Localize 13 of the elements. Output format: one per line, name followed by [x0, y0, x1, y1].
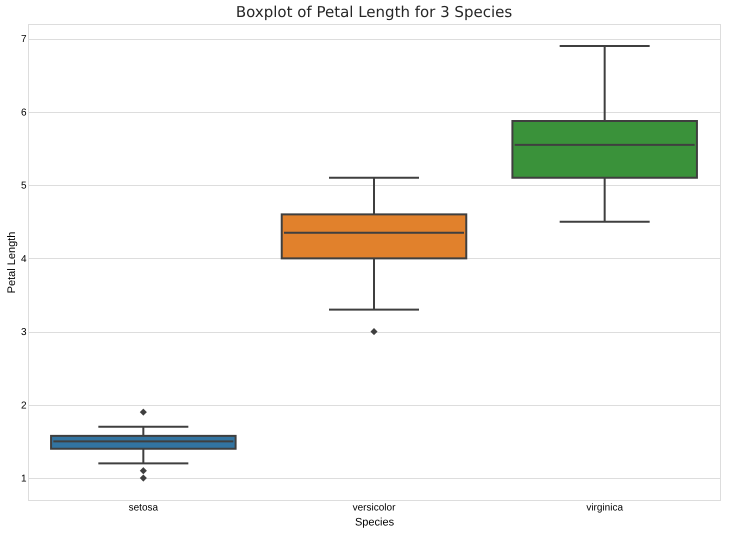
x-tick-label: setosa — [128, 502, 158, 514]
y-tick-label: 3 — [20, 327, 27, 338]
y-tick-label: 5 — [20, 180, 27, 192]
y-tick-label: 1 — [20, 474, 27, 485]
y-axis-title: Petal Length — [6, 232, 18, 294]
y-tick-label: 4 — [20, 254, 27, 265]
x-tick-label: versicolor — [352, 502, 396, 514]
y-tick-label: 6 — [20, 107, 27, 118]
chart-title: Boxplot of Petal Length for 3 Species — [236, 3, 512, 21]
y-tick-label: 7 — [20, 34, 27, 46]
y-tick-label: 2 — [20, 400, 27, 412]
x-axis-title: Species — [354, 516, 395, 528]
x-tick-label: virginica — [586, 502, 624, 514]
